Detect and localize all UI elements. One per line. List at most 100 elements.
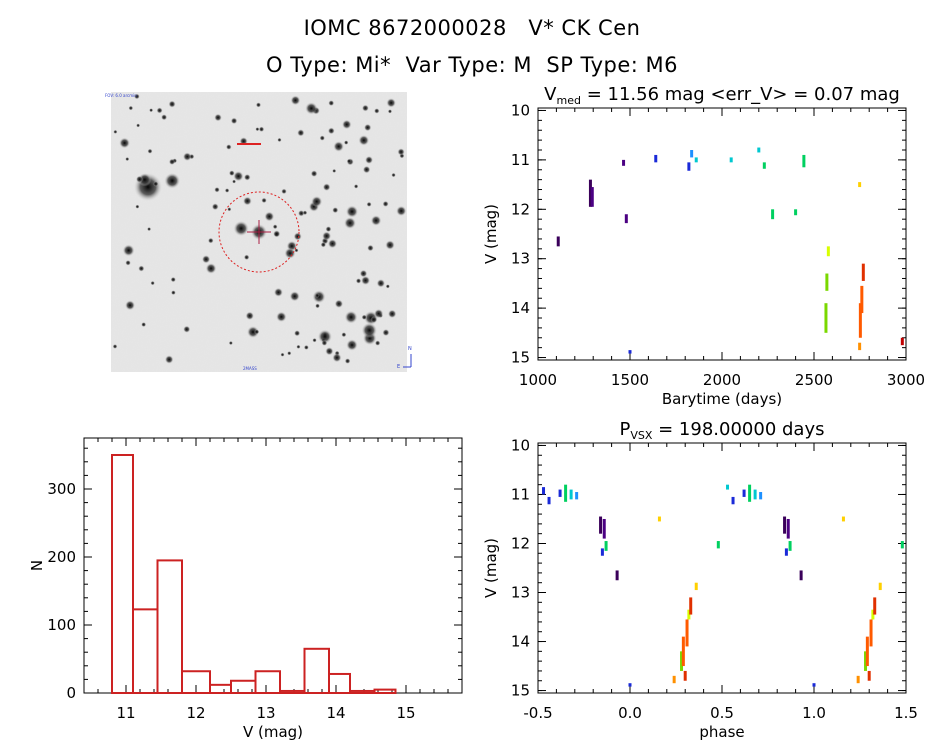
histogram-xtick-label: 13 — [256, 704, 275, 722]
lightcurve-plot-frame — [537, 107, 907, 361]
star — [228, 170, 235, 177]
star — [385, 240, 395, 250]
star — [112, 344, 118, 349]
star — [396, 205, 407, 217]
star — [164, 355, 174, 364]
lightcurve-xtick-label: 2000 — [703, 371, 741, 389]
star — [164, 172, 181, 189]
star — [344, 310, 358, 324]
lightcurve-xtick-label: 1500 — [611, 371, 649, 389]
phased-ytick-label: 15 — [511, 682, 530, 700]
phased-ytick-label: 13 — [511, 584, 530, 602]
star — [344, 217, 356, 229]
star — [125, 157, 130, 162]
lightcurve-ytick-label: 13 — [511, 250, 530, 268]
star — [332, 207, 339, 214]
star — [201, 255, 211, 264]
histogram-bar — [373, 688, 397, 694]
star — [255, 102, 262, 108]
lightcurve-title: Vmed = 11.56 mag <err_V> = 0.07 mag — [544, 84, 900, 107]
star — [183, 325, 191, 333]
star — [141, 322, 147, 328]
phased-ytick-label: 14 — [511, 633, 530, 651]
star — [280, 352, 285, 357]
star — [214, 113, 222, 122]
star — [311, 195, 323, 208]
histogram-bar — [303, 647, 330, 694]
star — [225, 144, 232, 150]
star — [325, 226, 332, 233]
star — [147, 148, 153, 154]
star — [332, 353, 342, 363]
star — [119, 137, 130, 149]
chart-title: IOMC 8672000028 V* CK Cen — [303, 16, 641, 40]
star — [359, 269, 368, 278]
lightcurve-ytick-label: 14 — [511, 299, 530, 317]
star — [135, 175, 144, 183]
star — [365, 155, 374, 164]
star — [207, 237, 214, 244]
star — [273, 287, 283, 297]
star — [254, 329, 260, 335]
star — [264, 211, 275, 222]
phased-ytick-label: 12 — [511, 534, 530, 552]
lightcurve-xtick-label: 2500 — [795, 371, 833, 389]
lightcurve-ytick-label: 10 — [511, 101, 530, 119]
star — [346, 339, 358, 351]
histogram-bar — [181, 670, 211, 694]
star — [168, 158, 176, 165]
star — [374, 108, 380, 114]
star — [170, 290, 176, 296]
finder-image-panel: FOV: 6.0 arcmin 2MASS N E — [103, 92, 415, 372]
star — [353, 184, 359, 189]
star — [319, 135, 325, 141]
star — [245, 311, 255, 321]
star — [281, 188, 287, 195]
histogram-bar — [209, 683, 232, 695]
star — [272, 224, 278, 230]
star — [293, 232, 302, 241]
star — [233, 171, 244, 182]
histogram-bar — [132, 608, 159, 694]
lightcurve-ytick-label: 11 — [511, 151, 530, 169]
star — [322, 231, 332, 241]
star — [290, 95, 301, 106]
star — [135, 204, 140, 209]
star — [125, 260, 131, 266]
star — [134, 93, 140, 100]
star — [312, 337, 317, 343]
lightcurve-axes: 1000 1500 2000 2500 3000 10 11 12 13 14 15 Barytime… — [482, 101, 925, 408]
phased-xtick-label: 0.5 — [710, 704, 734, 722]
histogram-xtick-label: 11 — [116, 704, 135, 722]
histogram-bar — [254, 670, 281, 694]
target-circle — [218, 191, 300, 273]
star — [343, 140, 349, 145]
star — [322, 183, 331, 191]
star — [387, 309, 397, 319]
star — [386, 98, 396, 108]
phased-ytick-label: 11 — [511, 485, 530, 503]
star — [211, 203, 219, 211]
star — [205, 263, 217, 274]
star — [361, 104, 369, 112]
star — [214, 186, 220, 193]
star — [391, 172, 396, 178]
star — [345, 205, 359, 218]
phased-ylabel: V (mag) — [482, 538, 500, 598]
star — [136, 123, 141, 128]
histogram-plot-frame — [83, 437, 463, 694]
lightcurve-ytick-label: 15 — [511, 349, 530, 367]
phased-xlabel: phase — [699, 723, 744, 741]
star — [182, 152, 192, 162]
star — [113, 129, 118, 134]
star — [397, 148, 405, 156]
star — [344, 358, 351, 364]
star — [360, 275, 371, 286]
target-label-mark — [237, 143, 261, 145]
star — [261, 197, 267, 204]
star — [358, 134, 370, 146]
star — [341, 119, 352, 130]
star — [374, 340, 381, 346]
star — [297, 210, 305, 217]
star — [296, 344, 301, 349]
